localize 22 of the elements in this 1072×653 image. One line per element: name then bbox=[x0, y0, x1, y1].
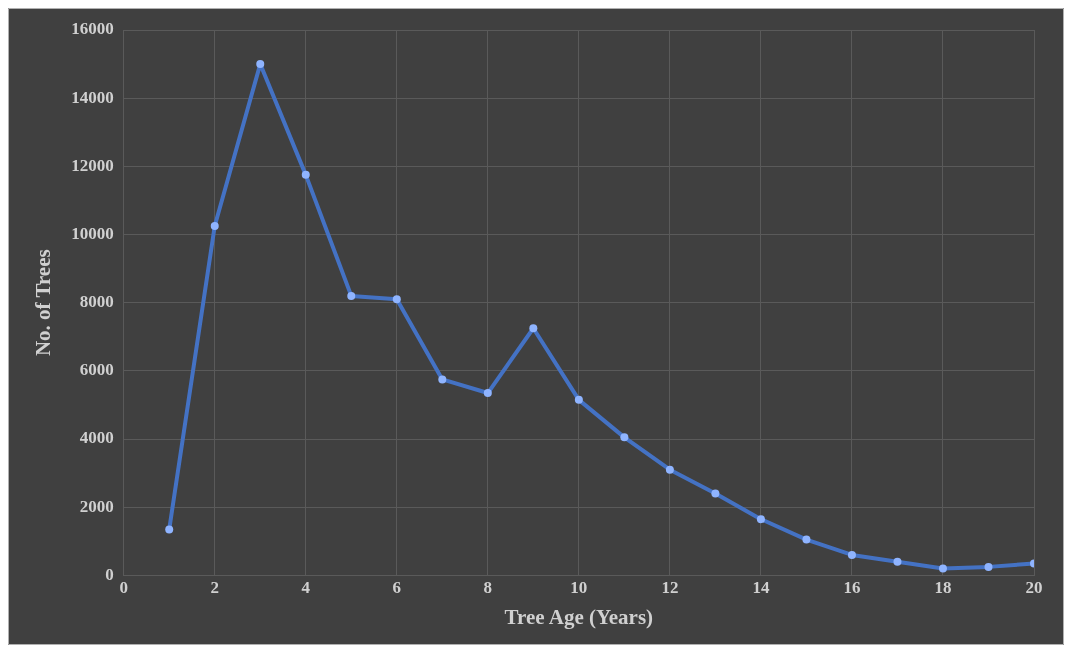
x-axis-title: Tree Age (Years) bbox=[504, 604, 654, 629]
x-tick-label: 20 bbox=[1025, 577, 1043, 597]
x-tick-label: 2 bbox=[210, 577, 219, 597]
y-tick-label: 4000 bbox=[79, 428, 114, 448]
x-tick-label: 18 bbox=[934, 577, 952, 597]
y-tick-label: 14000 bbox=[71, 87, 114, 107]
y-axis-title: No. of Trees bbox=[31, 249, 56, 357]
x-tick-label: 16 bbox=[843, 577, 861, 597]
y-tick-label: 16000 bbox=[71, 19, 114, 39]
y-tick-label: 6000 bbox=[79, 360, 114, 380]
y-tick-label: 10000 bbox=[71, 223, 114, 243]
x-tick-label: 12 bbox=[661, 577, 679, 597]
x-tick-label: 14 bbox=[752, 577, 770, 597]
x-tick-label: 8 bbox=[483, 577, 493, 597]
y-tick-label: 0 bbox=[105, 564, 114, 584]
x-tick-label: 6 bbox=[392, 577, 402, 597]
x-tick-label: 4 bbox=[301, 577, 311, 597]
y-tick-label: 8000 bbox=[79, 292, 114, 312]
x-tick-label: 0 bbox=[119, 577, 128, 597]
x-tick-label: 10 bbox=[570, 577, 588, 597]
y-tick-label: 2000 bbox=[79, 496, 114, 516]
y-tick-label: 12000 bbox=[71, 155, 114, 175]
